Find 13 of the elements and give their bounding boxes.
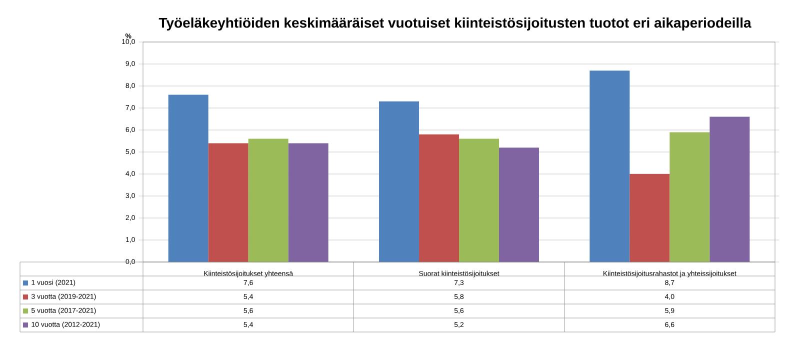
bar: [168, 94, 208, 262]
bar: [710, 116, 750, 262]
bar: [630, 174, 670, 262]
bar: [499, 148, 540, 262]
bar: [590, 70, 630, 262]
chart-title: Työeläkeyhtiöiden keskimääräiset vuotuiset kiinteistösijoitusten tuotot eri aikaperiodeilla: [158, 17, 752, 31]
bar: [379, 101, 419, 262]
bar: [419, 134, 460, 262]
bar: [670, 132, 710, 262]
bar: [248, 138, 288, 262]
bar: [288, 143, 328, 262]
bar: [459, 138, 500, 262]
bar: [208, 143, 248, 262]
